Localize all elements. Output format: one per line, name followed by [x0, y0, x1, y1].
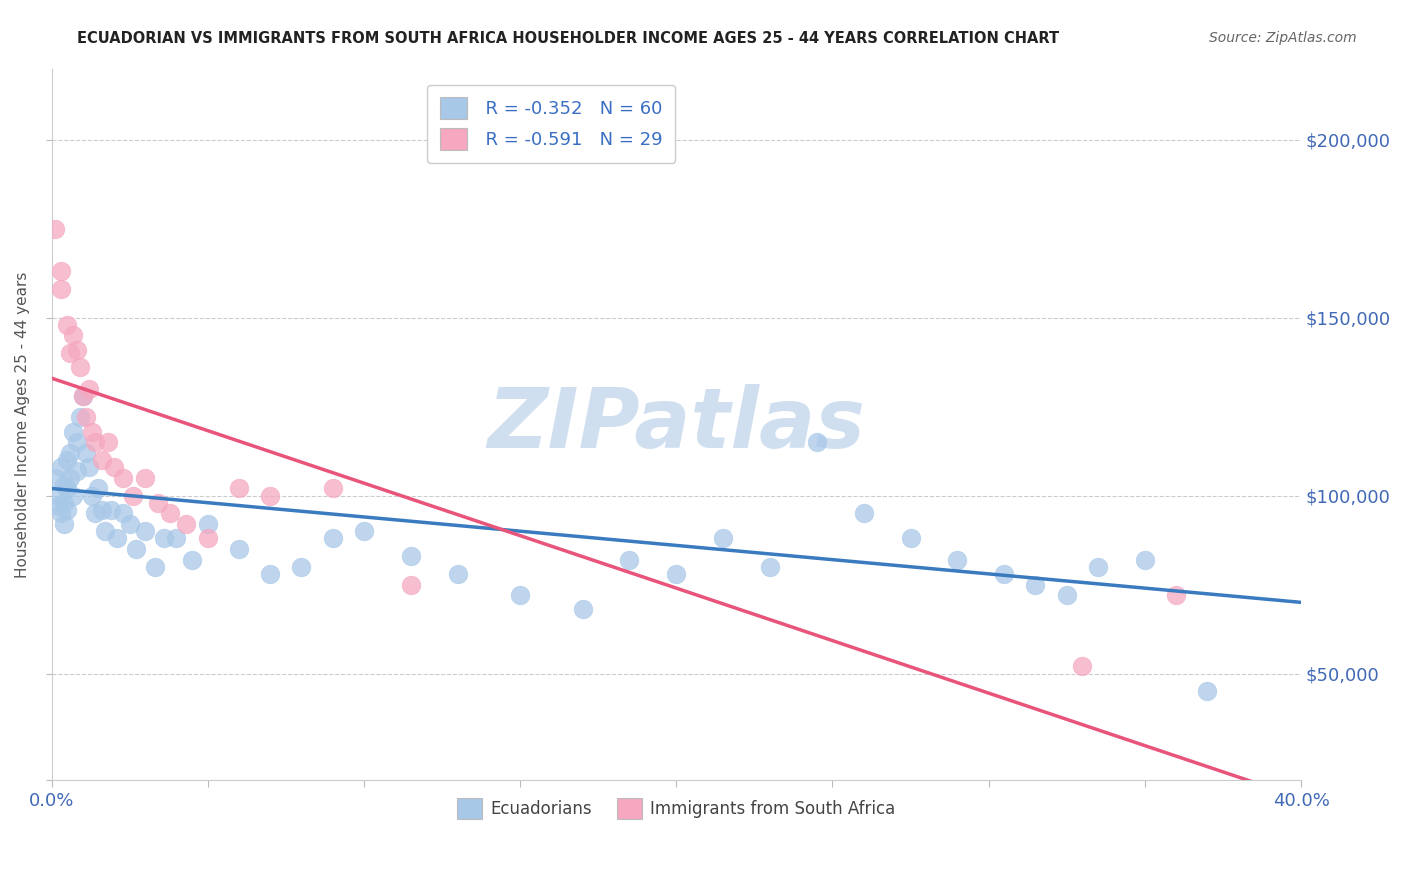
Point [49, 507, 72, 521]
Y-axis label: Householder Income Ages 25 - 44 years: Householder Income Ages 25 - 44 years [15, 271, 30, 578]
Point [56, 318, 79, 332]
Point [121, 489, 143, 503]
Point [97, 435, 120, 450]
Text: ECUADORIAN VS IMMIGRANTS FROM SOUTH AFRICA HOUSEHOLDER INCOME AGES 25 - 44 YEARS: ECUADORIAN VS IMMIGRANTS FROM SOUTH AFRI… [77, 31, 1060, 46]
Point [84, 435, 107, 450]
Point [353, 524, 375, 538]
Text: Source: ZipAtlas.com: Source: ZipAtlas.com [1209, 31, 1357, 45]
Point [49, 460, 72, 475]
Point [711, 531, 734, 545]
Text: ZIPatlas: ZIPatlas [488, 384, 865, 465]
Point [59, 471, 82, 485]
Point [103, 460, 125, 475]
Point [75, 410, 97, 425]
Point [77, 382, 100, 396]
Point [181, 552, 204, 566]
Point [65, 435, 87, 450]
Point [134, 471, 156, 485]
Point [46, 500, 69, 514]
Point [125, 541, 148, 556]
Point [77, 460, 100, 475]
Point [53, 496, 76, 510]
Point [322, 531, 344, 545]
Point [75, 446, 97, 460]
Point [399, 577, 422, 591]
Point [105, 531, 128, 545]
Point [118, 517, 141, 532]
Point [571, 602, 593, 616]
Point [197, 531, 219, 545]
Point [59, 346, 82, 360]
Point [900, 531, 922, 545]
Point [174, 517, 197, 532]
Point [852, 507, 875, 521]
Point [166, 531, 188, 545]
Point [69, 360, 91, 375]
Point [56, 482, 79, 496]
Point [946, 552, 969, 566]
Point [112, 471, 135, 485]
Point [44, 471, 66, 485]
Point [69, 410, 91, 425]
Point [159, 507, 181, 521]
Point [153, 531, 176, 545]
Point [619, 552, 641, 566]
Point [446, 566, 468, 581]
Point [65, 343, 87, 357]
Point [1024, 577, 1046, 591]
Point [1133, 552, 1156, 566]
Point [228, 541, 250, 556]
Point [112, 507, 135, 521]
Point [84, 507, 107, 521]
Point [399, 549, 422, 563]
Point [134, 524, 156, 538]
Legend: Ecuadorians, Immigrants from South Africa: Ecuadorians, Immigrants from South Afric… [450, 792, 903, 825]
Point [87, 482, 110, 496]
Point [82, 489, 104, 503]
Point [993, 566, 1015, 581]
Point [82, 425, 104, 439]
Point [93, 524, 115, 538]
Point [72, 389, 94, 403]
Point [56, 503, 79, 517]
Point [509, 588, 531, 602]
Point [65, 464, 87, 478]
Point [197, 517, 219, 532]
Point [56, 453, 79, 467]
Point [290, 559, 312, 574]
Point [49, 264, 72, 278]
Point [228, 482, 250, 496]
Point [143, 559, 166, 574]
Point [49, 282, 72, 296]
Point [44, 221, 66, 235]
Point [146, 496, 169, 510]
Point [53, 478, 76, 492]
Point [259, 566, 281, 581]
Point [62, 489, 84, 503]
Point [59, 446, 82, 460]
Point [806, 435, 828, 450]
Point [46, 489, 69, 503]
Point [72, 389, 94, 403]
Point [1071, 659, 1094, 673]
Point [1087, 559, 1109, 574]
Point [759, 559, 782, 574]
Point [1056, 588, 1078, 602]
Point [90, 503, 112, 517]
Point [100, 503, 122, 517]
Point [62, 425, 84, 439]
Point [62, 328, 84, 343]
Point [665, 566, 688, 581]
Point [1164, 588, 1187, 602]
Point [259, 489, 281, 503]
Point [53, 517, 76, 532]
Point [1197, 684, 1219, 698]
Point [322, 482, 344, 496]
Point [90, 453, 112, 467]
